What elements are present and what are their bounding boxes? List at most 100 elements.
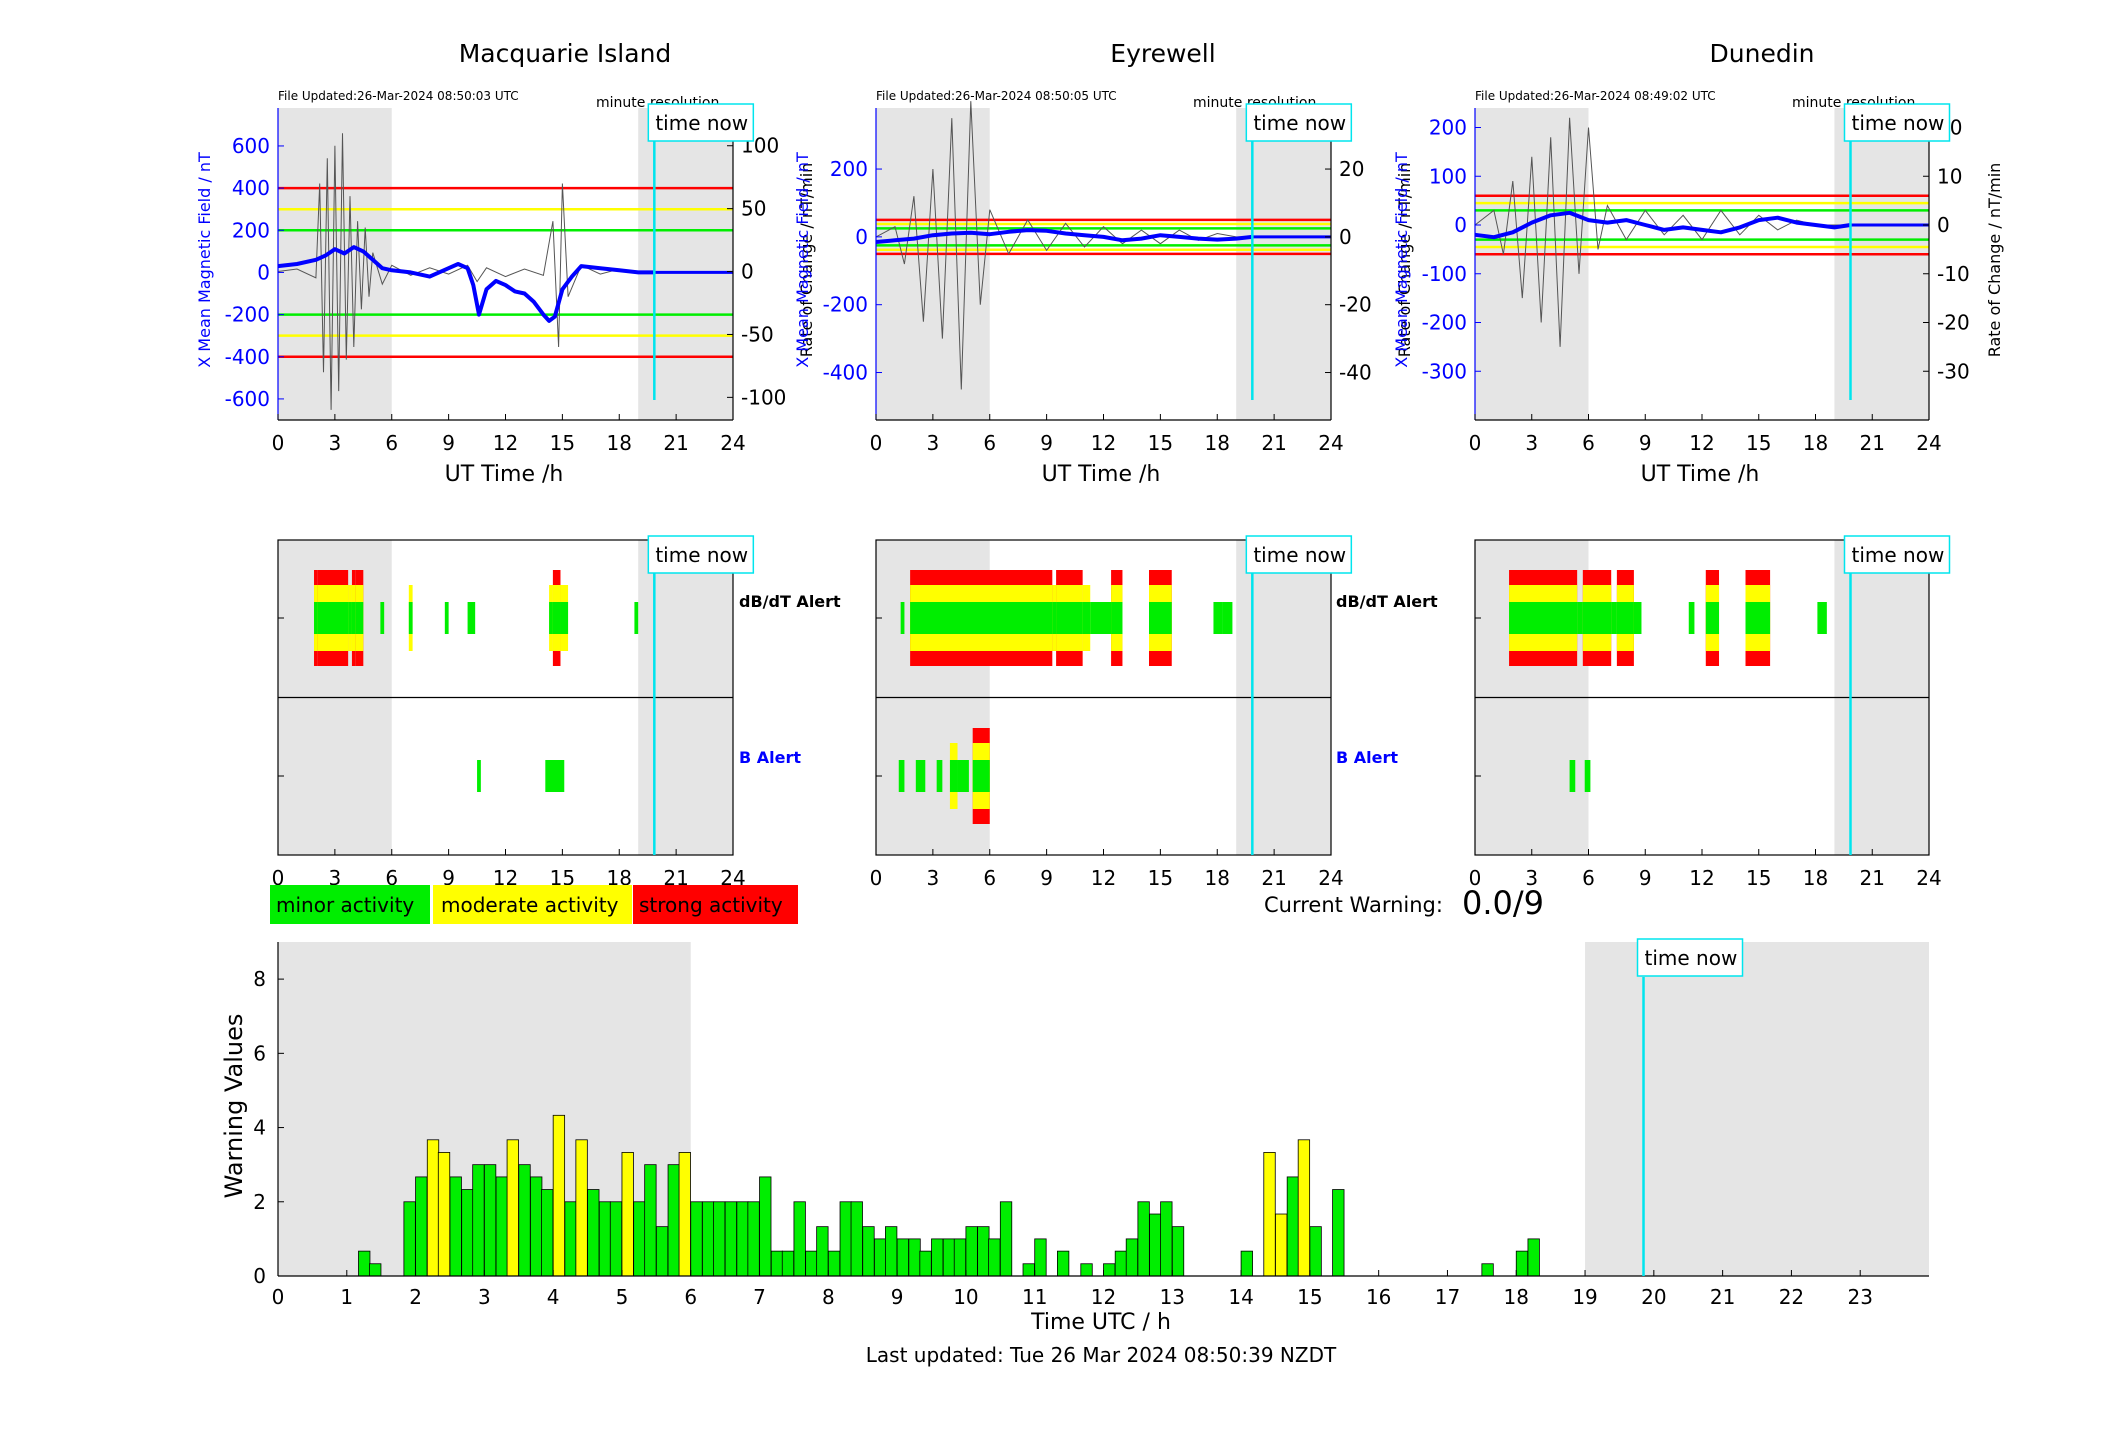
night-shading (638, 108, 733, 420)
warning-bar (919, 1250, 932, 1277)
time-now-box (647, 103, 755, 142)
dbdt-alert-bar (1052, 602, 1057, 634)
warning-bar (931, 1238, 944, 1277)
xtick-label: 20 (1641, 1285, 1666, 1309)
dbdt-alert-bar (1149, 602, 1172, 634)
b-alert-bar (477, 760, 481, 792)
b-alert-bar (972, 760, 990, 792)
file-updated-labels: File Updated:26-Mar-2024 08:50:03 UTC Fi… (278, 89, 1716, 103)
xtick-label: 6 (385, 866, 398, 890)
dbdt-alert-label-macquarie: dB/dT Alert (739, 592, 841, 611)
dbdt-alert-bar (1611, 602, 1617, 634)
warning-bar (495, 1176, 508, 1277)
warning-bar (1275, 1213, 1288, 1277)
warning-bar (426, 1139, 440, 1277)
ytick-right-label: 0 (1339, 225, 1352, 249)
xtick-label: 0 (870, 866, 883, 890)
warning-bar (896, 1238, 909, 1277)
time-now-label: time now (655, 111, 748, 135)
ytick-left-label: -200 (823, 293, 868, 317)
dbdt-alert-bar (467, 602, 476, 634)
ytick-right-label: -100 (741, 385, 786, 409)
ylabel-left-eyrewell: X Mean Magnetic Field / nT (793, 152, 812, 368)
last-updated: Last updated: Tue 26 Mar 2024 08:50:39 N… (866, 1343, 1337, 1367)
xtick-label: 15 (1148, 866, 1173, 890)
warning-bar (415, 1176, 428, 1277)
xtick-label: 4 (547, 1285, 560, 1309)
ytick-left-label: -400 (823, 361, 868, 385)
warning-bar (1137, 1201, 1150, 1277)
warning-bar (908, 1238, 921, 1277)
dbdt-alert-bar (348, 602, 352, 634)
ytick-right-label: 50 (741, 197, 766, 221)
xtick-label: 11 (1022, 1285, 1047, 1309)
xtick-label: 24 (1318, 866, 1343, 890)
time-now-box (1245, 535, 1353, 574)
warning-bar (1057, 1250, 1070, 1277)
field-chart-dunedin: 2001000-100-200-30020100-10-20-300369121… (1422, 103, 1970, 455)
magnetic-field-series (277, 245, 655, 323)
warning-bar (690, 1201, 703, 1277)
xtick-label: 3 (1525, 431, 1538, 455)
warning-bar (575, 1139, 588, 1277)
warning-bar (655, 1226, 669, 1277)
ytick-left-label: 400 (232, 176, 270, 200)
ytick-label: 0 (253, 1264, 266, 1288)
xtick-label: 13 (1160, 1285, 1185, 1309)
xtick-label: 18 (1803, 866, 1828, 890)
warning-bar (827, 1250, 841, 1277)
bottom-ylabel: Warning Values (220, 1014, 248, 1199)
ytick-left-label: 100 (1429, 164, 1467, 188)
xtick-label: 21 (663, 431, 688, 455)
dbdt-alert-bar (1056, 602, 1083, 634)
b-alert-label-eyrewell: B Alert (1336, 748, 1398, 767)
xtick-label: 17 (1435, 1285, 1460, 1309)
warning-bar (358, 1250, 371, 1277)
warning-bar (644, 1164, 657, 1277)
warning-bar (1481, 1263, 1494, 1277)
xtick-label: 15 (1746, 866, 1771, 890)
warning-bar (587, 1189, 600, 1277)
ytick-right-label: -20 (1339, 293, 1372, 317)
warning-bar (1309, 1226, 1322, 1277)
warning-bar (977, 1226, 990, 1277)
ytick-left-label: 200 (1429, 116, 1467, 140)
warning-bar (1332, 1189, 1345, 1277)
current-warning-label: Current Warning: (1264, 893, 1443, 917)
warning-bar (518, 1164, 531, 1277)
b-alert-bar (915, 760, 926, 792)
b-alert-bar (936, 760, 943, 792)
warning-bar (759, 1176, 772, 1277)
xtick-label: 9 (1639, 866, 1652, 890)
time-now-box (1636, 938, 1744, 977)
current-warning-value: 0.0/9 (1462, 884, 1544, 922)
dbdt-alert-bar (1705, 602, 1720, 634)
legend-minor-label: minor activity (276, 893, 414, 917)
dbdt-alert-bar (1633, 602, 1642, 634)
b-alert-bar (545, 760, 565, 792)
xtick-label: 15 (550, 431, 575, 455)
warning-bar (483, 1164, 497, 1277)
warning-bar (1125, 1238, 1139, 1277)
warning-bar (1515, 1250, 1529, 1277)
warning-bar (621, 1152, 634, 1277)
dbdt-alert-bar (1213, 602, 1223, 634)
time-now-label: time now (1253, 543, 1346, 567)
dbdt-alert-bar (317, 602, 349, 634)
bottom-xlabel: Time UTC / h (1030, 1310, 1171, 1335)
warning-bar (862, 1226, 875, 1277)
night-shading (876, 108, 990, 420)
xtick-label: 0 (272, 431, 285, 455)
dbdt-alert-bar (560, 602, 569, 634)
warning-bar (564, 1201, 577, 1277)
ylabel-left-dunedin: X Mean Magnetic Field / nT (1392, 152, 1411, 368)
xtick-label: 6 (983, 866, 996, 890)
warning-bar (461, 1189, 474, 1277)
night-shading (1834, 108, 1929, 420)
warning-bar (506, 1139, 519, 1277)
xtick-label: 2 (409, 1285, 422, 1309)
warning-bar (472, 1164, 485, 1277)
warning-bar (850, 1201, 863, 1277)
